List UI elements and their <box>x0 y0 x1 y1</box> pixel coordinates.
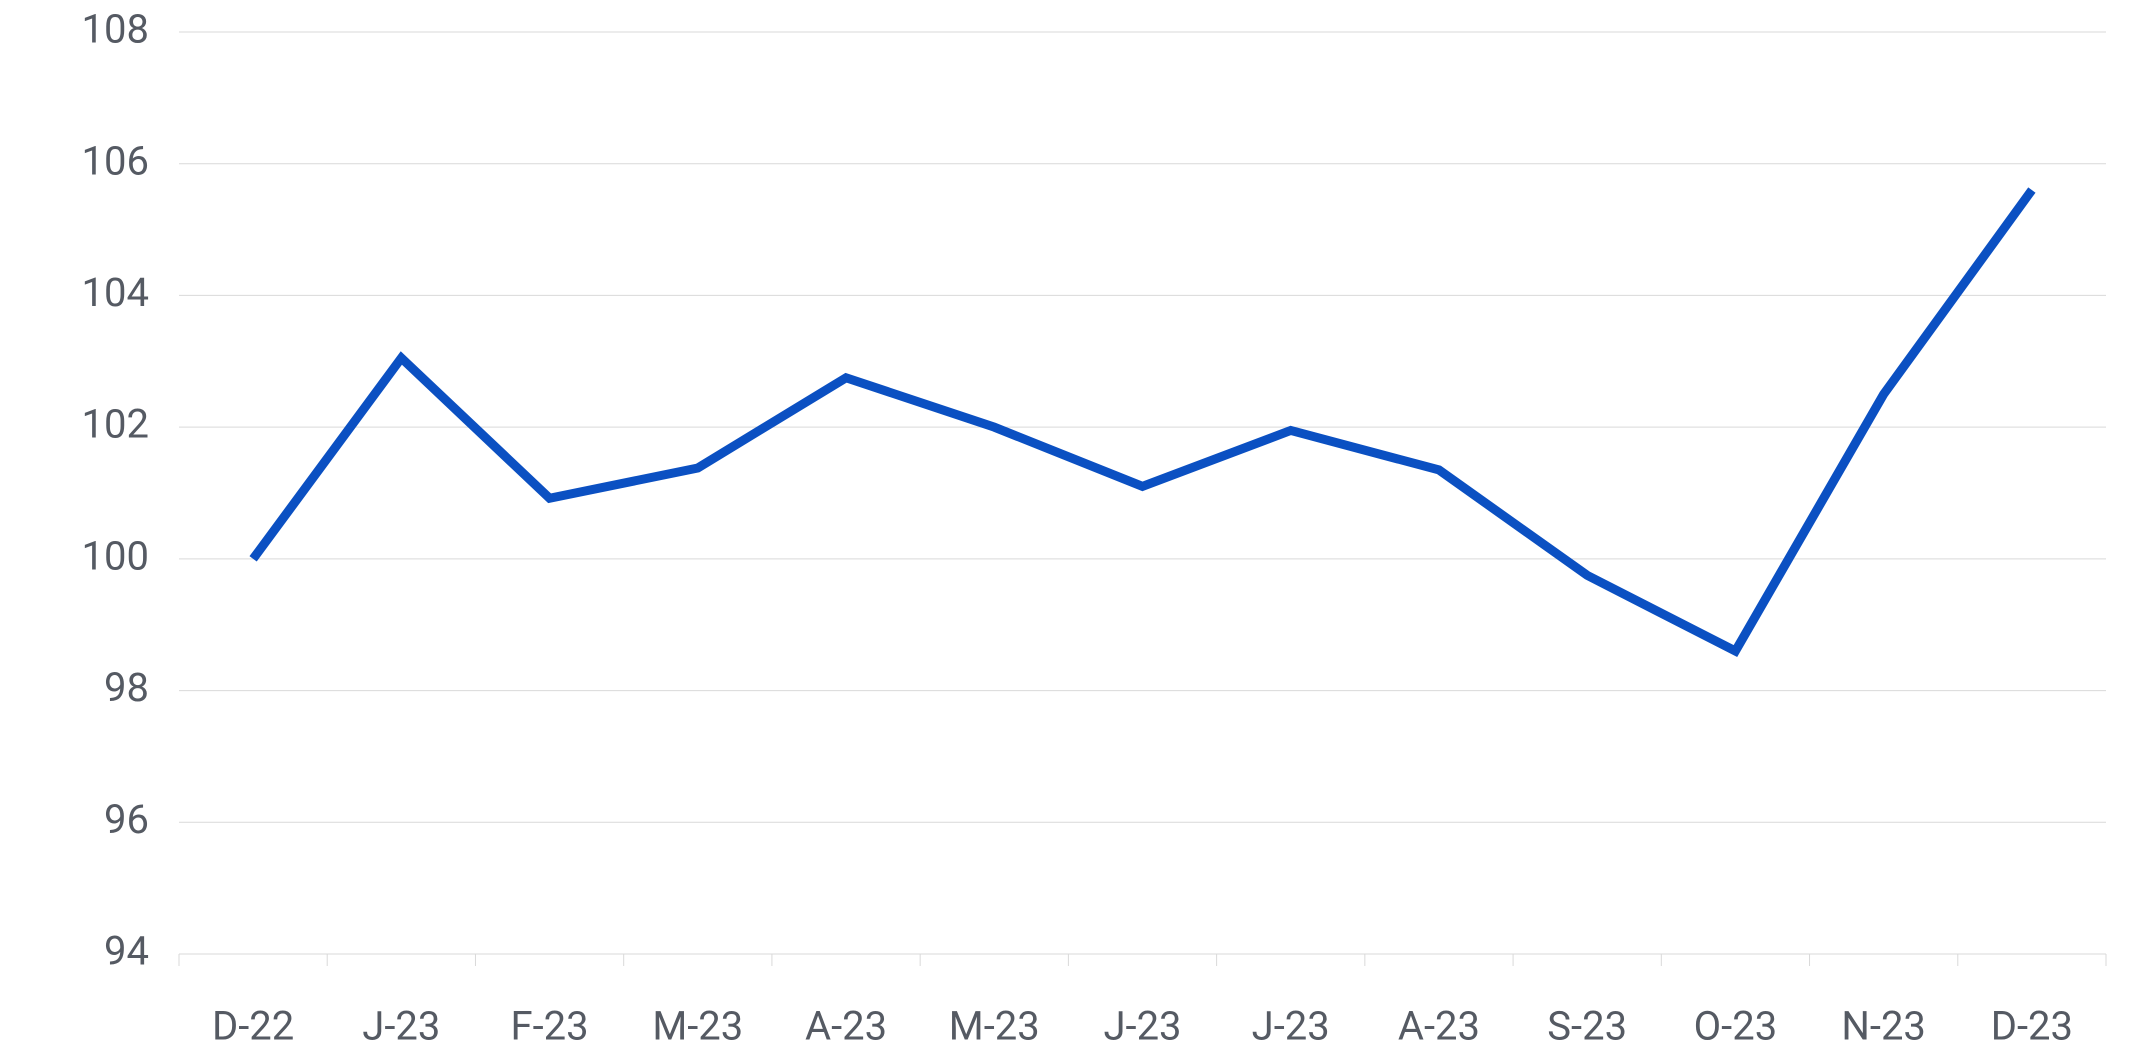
x-tick-label: S-23 <box>1547 1003 1627 1050</box>
x-tick-label: O-23 <box>1694 1003 1778 1050</box>
x-tick-label: F-23 <box>511 1003 589 1050</box>
x-tick-label: M-23 <box>949 1003 1040 1050</box>
x-tick-label: D-22 <box>212 1003 294 1050</box>
x-tick-label: A-23 <box>805 1003 887 1050</box>
x-tick-label: A-23 <box>1398 1003 1480 1050</box>
x-tick-label: N-23 <box>1841 1003 1926 1050</box>
y-tick-label: 106 <box>82 137 149 184</box>
x-tick-label: J-23 <box>1252 1003 1330 1050</box>
x-tick-label: M-23 <box>652 1003 743 1050</box>
x-tick-label: J-23 <box>362 1003 440 1050</box>
x-tick-label: D-23 <box>1991 1003 2073 1050</box>
x-tick-label: J-23 <box>1103 1003 1181 1050</box>
y-tick-label: 98 <box>104 664 149 711</box>
y-tick-label: 108 <box>82 6 149 53</box>
chart-svg: 94 96 98 100 102 104 106 108 D-22 J-23 F-23 M-23 A-2… <box>0 0 2150 1059</box>
y-tick-label: 102 <box>82 401 149 448</box>
y-tick-label: 94 <box>104 928 149 975</box>
line-chart: 94 96 98 100 102 104 106 108 D-22 J-23 F-23 M-23 A-2… <box>0 0 2150 1059</box>
y-tick-label: 100 <box>82 532 149 579</box>
y-tick-label: 104 <box>82 269 149 316</box>
y-tick-label: 96 <box>104 796 149 843</box>
